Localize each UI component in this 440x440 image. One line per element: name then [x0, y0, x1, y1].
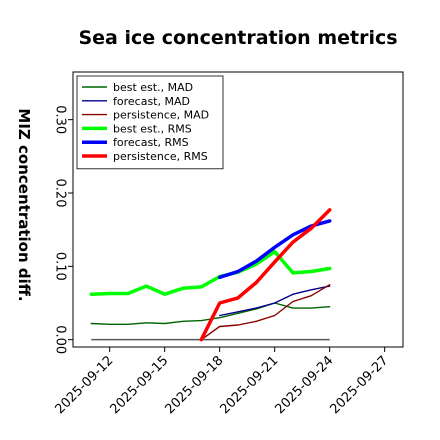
- legend-label: forecast, RMS: [113, 136, 189, 149]
- legend-label: forecast, MAD: [113, 95, 190, 108]
- x-tick-label: 2025-09-27: [327, 353, 391, 417]
- series-line-persistence-mad: [200, 284, 331, 341]
- x-tick-label: 2025-09-12: [52, 353, 116, 417]
- x-tick-label: 2025-09-15: [107, 353, 171, 417]
- y-tick-label: 0.00: [53, 325, 68, 354]
- y-axis-label: MIZ concentration diff.: [15, 108, 33, 301]
- legend-box: [76, 75, 224, 170]
- series-line-forecast-rms: [217, 219, 332, 280]
- legend-label: best est., MAD: [113, 81, 193, 94]
- x-tick-label: 2025-09-18: [162, 353, 226, 417]
- legend-label: persistence, RMS: [113, 150, 208, 163]
- legend-label: best est., RMS: [113, 122, 192, 135]
- x-axis-ticks: 2025-09-122025-09-152025-09-182025-09-21…: [52, 347, 391, 417]
- plot-frame: [72, 71, 404, 348]
- series-line-best-est-rms: [89, 249, 332, 296]
- series-line-forecast-mad: [218, 285, 331, 317]
- x-tick-label: 2025-09-24: [272, 353, 336, 417]
- chart-title: Sea ice concentration metrics: [78, 27, 397, 49]
- series-layer: [89, 208, 332, 342]
- y-tick-label: 0.30: [53, 105, 68, 134]
- y-tick-label: 0.10: [53, 252, 68, 281]
- legend-label: persistence, MAD: [113, 109, 209, 122]
- x-tick-label: 2025-09-21: [217, 353, 281, 417]
- y-axis-ticks: 0.00 0.10 0.20 0.30: [53, 105, 73, 354]
- y-tick-label: 0.20: [53, 179, 68, 208]
- series-line-persistence-rms: [199, 208, 332, 342]
